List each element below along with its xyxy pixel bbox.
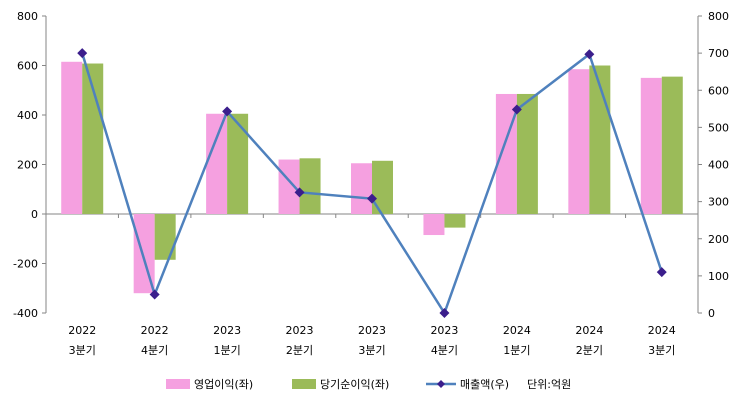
x-axis-labels: 2022 3분기 2022 4분기 2023 1분기 2023 2분기 2023 3분기 2023 4… xyxy=(68,324,676,357)
y-left-tick-label: 200 xyxy=(17,159,38,172)
legend-swatch-operating-profit xyxy=(166,379,190,389)
legend-label-operating-profit: 영업이익(좌) xyxy=(194,378,253,391)
bar-operating-profit xyxy=(278,159,300,214)
x-tick-label-quarter: 3분기 xyxy=(358,344,385,357)
y-left-tick-label: 800 xyxy=(17,10,38,23)
y-right-tick-label: 100 xyxy=(708,270,729,283)
revenue-point xyxy=(294,187,305,198)
x-tick-label-quarter: 2분기 xyxy=(286,344,313,357)
legend-swatch-net-income xyxy=(292,379,316,389)
y-left-tick-label: -400 xyxy=(13,307,38,320)
y-right-tick-label: 0 xyxy=(708,307,715,320)
legend-label-revenue: 매출액(우) xyxy=(460,378,509,391)
bar-operating-profit xyxy=(640,77,662,214)
bar-net-income xyxy=(661,76,683,214)
x-tick-label-quarter: 2분기 xyxy=(576,344,603,357)
unit-note: 단위:억원 xyxy=(527,378,571,391)
x-tick-label-year: 2024 xyxy=(503,324,531,337)
x-tick-label-year: 2024 xyxy=(575,324,603,337)
bar-net-income xyxy=(516,93,538,214)
revenue-point xyxy=(367,193,377,204)
y-right-tick-label: 800 xyxy=(708,10,729,23)
bar-net-income xyxy=(82,63,104,214)
bar-operating-profit xyxy=(61,61,83,214)
x-tick-label-quarter: 3분기 xyxy=(69,344,96,357)
bar-net-income xyxy=(227,113,249,214)
revenue-point xyxy=(511,104,522,115)
y-left-tick-label: 600 xyxy=(17,60,38,73)
x-tick-label-year: 2023 xyxy=(430,324,458,337)
y-right-tick-label: 300 xyxy=(708,196,729,209)
bar-net-income xyxy=(154,214,176,260)
x-tick-label-year: 2022 xyxy=(68,324,96,337)
bar-operating-profit xyxy=(351,163,372,214)
revenue-point xyxy=(149,289,160,300)
y-left-tick-label: -200 xyxy=(13,258,38,271)
y-right-tick-label: 200 xyxy=(708,233,729,246)
x-tick-label-quarter: 4분기 xyxy=(141,344,168,357)
bar-operating-profit xyxy=(206,113,228,214)
bar-net-income xyxy=(372,160,393,214)
y-right-tick-label: 700 xyxy=(708,47,729,60)
revenue-point xyxy=(77,48,88,59)
bar-operating-profit xyxy=(423,214,445,236)
y-left-tick-label: 0 xyxy=(31,208,38,221)
x-tick-label-year: 2022 xyxy=(141,324,169,337)
axes: 800 600 400 200 0 -200 -400 800 700 600 500 400 300 2… xyxy=(13,10,729,320)
bar-operating-profit xyxy=(568,69,590,215)
x-tick-label-year: 2024 xyxy=(648,324,676,337)
bar-net-income xyxy=(299,158,321,214)
y-right-tick-label: 500 xyxy=(708,121,729,134)
bar-series xyxy=(61,61,683,294)
y-right-tick-label: 600 xyxy=(708,84,729,97)
y-left-tick-label: 400 xyxy=(17,109,38,122)
line-series xyxy=(77,48,667,318)
x-tick-label-quarter: 4분기 xyxy=(431,344,458,357)
legend-label-net-income: 당기순이익(좌) xyxy=(320,378,389,391)
x-tick-label-quarter: 3분기 xyxy=(648,344,675,357)
revenue-point xyxy=(656,267,667,278)
x-tick-label-quarter: 1분기 xyxy=(503,344,530,357)
x-tick-label-year: 2023 xyxy=(358,324,386,337)
revenue-point xyxy=(222,106,233,117)
revenue-point xyxy=(439,308,450,318)
bar-net-income xyxy=(444,214,466,228)
bar-operating-profit xyxy=(495,93,517,214)
x-tick-label-year: 2023 xyxy=(213,324,241,337)
legend: 영업이익(좌) 당기순이익(좌) 매출액(우) 단위:억원 xyxy=(166,378,571,391)
x-tick-label-quarter: 1분기 xyxy=(213,344,240,357)
revenue-point xyxy=(584,49,595,60)
x-tick-label-year: 2023 xyxy=(286,324,314,337)
legend-swatch-revenue-marker xyxy=(437,380,445,388)
y-right-tick-label: 400 xyxy=(708,159,729,172)
